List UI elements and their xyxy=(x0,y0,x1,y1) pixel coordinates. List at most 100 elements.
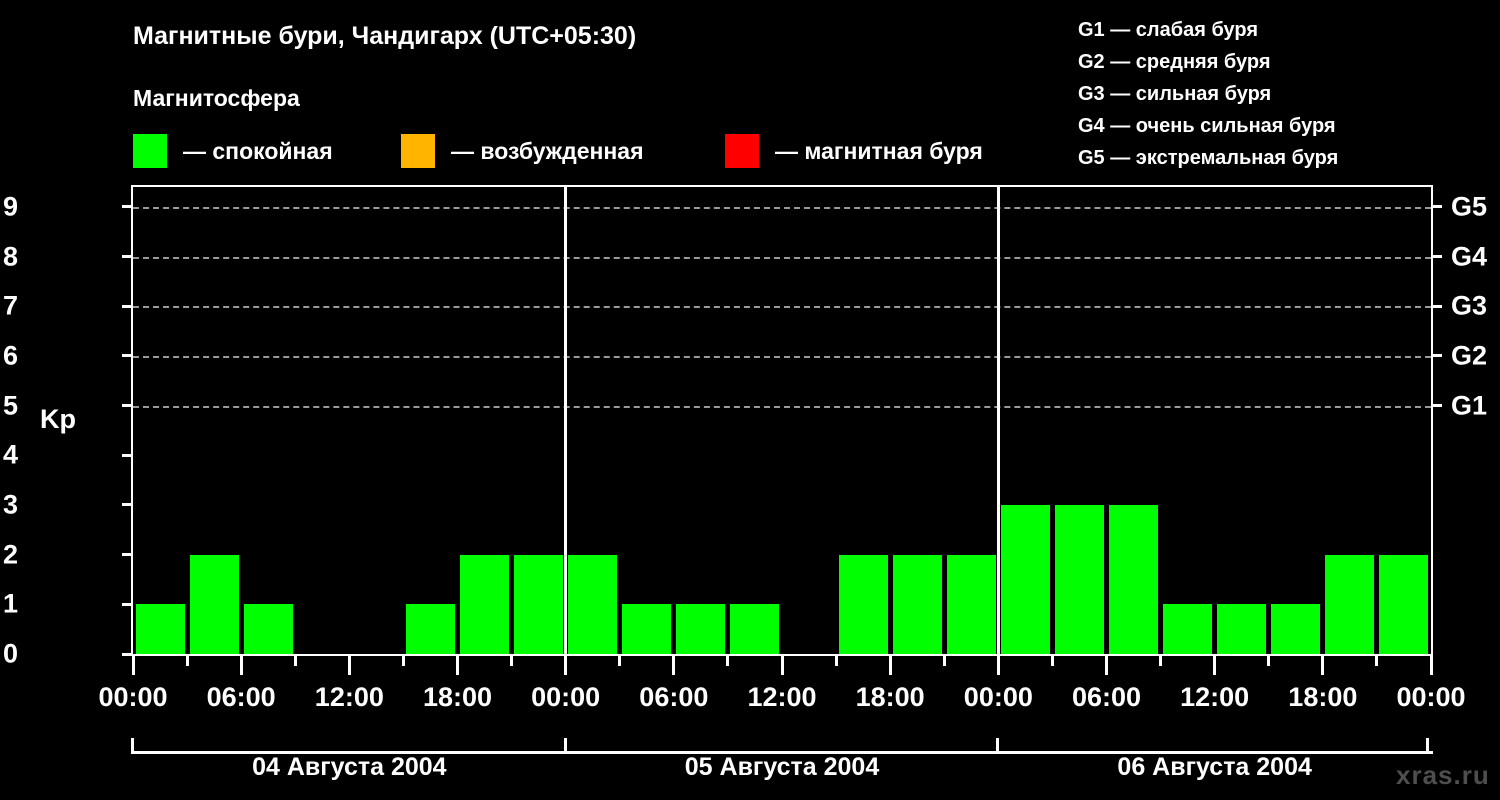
bar-kp xyxy=(838,554,888,654)
x-tick-minor-13 xyxy=(834,656,838,666)
x-tick-minor-17 xyxy=(1050,656,1054,666)
day-label-3: 06 Августа 2004 xyxy=(1117,753,1312,781)
x-tick-label-0: 00:00 xyxy=(98,682,168,712)
plot-inner xyxy=(133,187,1431,654)
bar-kp xyxy=(892,554,942,654)
gscale-row-4: G4 — очень сильная буря xyxy=(1078,115,1336,137)
gridline-kp-5 xyxy=(133,405,1431,408)
x-tick-minor-3 xyxy=(293,656,297,666)
y-tick-4 xyxy=(122,453,132,457)
x-tick-label-11: 18:00 xyxy=(1288,682,1358,712)
day-divider-2 xyxy=(996,187,1000,654)
x-tick-minor-19 xyxy=(1159,656,1163,666)
x-tick-label-2: 12:00 xyxy=(314,682,384,712)
y-tick-3 xyxy=(122,503,132,507)
y-tick-0 xyxy=(122,652,132,656)
gridline-kp-7 xyxy=(133,306,1431,309)
x-tick-major-20 xyxy=(1213,656,1217,675)
gridline-kp-9 xyxy=(133,206,1431,209)
y-tick-label-0: 0 xyxy=(2,638,18,669)
bar-kp xyxy=(135,604,185,654)
day-divider-1 xyxy=(564,187,568,654)
bar-kp xyxy=(1163,604,1213,654)
bar-kp xyxy=(514,554,564,654)
bar-kp xyxy=(676,604,726,654)
x-tick-minor-21 xyxy=(1267,656,1271,666)
amber-square-icon xyxy=(401,134,435,168)
x-tick-minor-5 xyxy=(401,656,405,666)
gscale-row-3: G3 — сильная буря xyxy=(1078,83,1272,105)
x-tick-major-0 xyxy=(131,656,135,675)
x-tick-label-8: 00:00 xyxy=(963,682,1033,712)
x-tick-major-16 xyxy=(996,656,1000,675)
y-tick-6 xyxy=(122,354,132,358)
bar-kp xyxy=(1325,554,1375,654)
y-tick-label-1: 1 xyxy=(2,588,18,619)
legend-label: — спокойная xyxy=(183,137,333,164)
x-tick-label-4: 00:00 xyxy=(531,682,601,712)
y-tick-label-2: 2 xyxy=(2,539,18,570)
x-tick-major-12 xyxy=(780,656,784,675)
x-tick-label-6: 12:00 xyxy=(747,682,817,712)
bar-kp xyxy=(189,554,239,654)
day-label-1: 04 Августа 2004 xyxy=(252,753,447,781)
chart-plot-area xyxy=(131,185,1433,656)
x-tick-major-4 xyxy=(347,656,351,675)
g-tick-G5 xyxy=(1432,205,1442,209)
g-label-G5: G5 xyxy=(1451,191,1488,222)
x-tick-major-10 xyxy=(672,656,676,675)
bracket-tick-1 xyxy=(563,738,567,754)
g-label-G1: G1 xyxy=(1451,390,1488,421)
bracket-line xyxy=(131,751,1433,754)
y-tick-2 xyxy=(122,553,132,557)
y-tick-label-3: 3 xyxy=(2,489,18,520)
y-tick-label-8: 8 xyxy=(2,241,18,272)
x-tick-minor-23 xyxy=(1375,656,1379,666)
g-tick-G4 xyxy=(1432,255,1442,259)
bar-kp xyxy=(568,554,618,654)
magnetosphere-heading: Магнитосфера xyxy=(133,85,300,111)
bar-kp xyxy=(622,604,672,654)
y-tick-7 xyxy=(122,304,132,308)
x-tick-major-18 xyxy=(1105,656,1108,675)
g-label-G2: G2 xyxy=(1451,340,1488,371)
x-tick-minor-15 xyxy=(942,656,946,666)
x-tick-major-22 xyxy=(1321,656,1325,675)
watermark: xras.ru xyxy=(1396,760,1490,790)
bracket-tick-0 xyxy=(131,738,134,754)
bar-kp xyxy=(730,604,780,654)
y-tick-label-6: 6 xyxy=(2,340,18,371)
bar-kp xyxy=(946,554,996,654)
y-tick-label-4: 4 xyxy=(2,439,18,470)
legend-entry-2: — магнитная буря xyxy=(725,134,983,168)
y-tick-8 xyxy=(122,255,132,259)
y-tick-label-5: 5 xyxy=(2,390,18,421)
bar-kp xyxy=(243,604,293,654)
y-tick-label-7: 7 xyxy=(2,290,18,321)
legend-entry-1: — возбужденная xyxy=(401,134,644,168)
bar-kp xyxy=(1379,554,1429,654)
x-tick-label-3: 18:00 xyxy=(422,682,493,712)
x-tick-minor-9 xyxy=(618,656,622,666)
bar-kp xyxy=(1109,504,1159,654)
x-tick-label-1: 06:00 xyxy=(206,682,276,712)
x-tick-minor-11 xyxy=(726,656,730,666)
x-tick-major-14 xyxy=(888,656,892,675)
x-tick-major-8 xyxy=(564,656,568,675)
x-tick-major-2 xyxy=(239,656,243,675)
g-label-G4: G4 xyxy=(1451,241,1488,272)
bar-kp xyxy=(1217,604,1267,654)
bar-kp xyxy=(460,554,510,654)
bar-kp xyxy=(405,604,455,654)
red-square-icon xyxy=(725,134,759,168)
x-tick-minor-7 xyxy=(510,656,514,666)
y-tick-9 xyxy=(122,205,132,209)
gscale-row-2: G2 — средняя буря xyxy=(1078,51,1271,73)
legend-label: — магнитная буря xyxy=(775,137,983,164)
y-tick-5 xyxy=(122,404,132,408)
g-tick-G2 xyxy=(1432,354,1442,358)
x-tick-label-10: 12:00 xyxy=(1180,682,1250,712)
legend-label: — возбужденная xyxy=(451,137,644,164)
y-tick-label-9: 9 xyxy=(2,191,18,222)
x-tick-label-5: 06:00 xyxy=(639,682,709,712)
